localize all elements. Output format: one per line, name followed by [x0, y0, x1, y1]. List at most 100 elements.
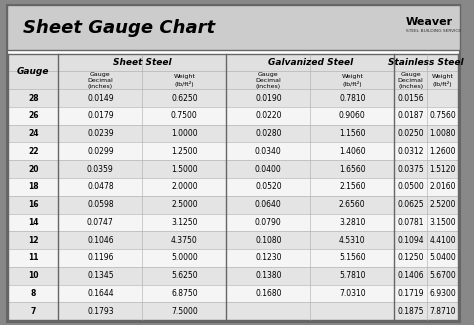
Text: 5.1560: 5.1560: [339, 254, 365, 263]
Text: 0.0179: 0.0179: [87, 111, 114, 120]
Text: 6.8750: 6.8750: [171, 289, 198, 298]
Text: 7.0310: 7.0310: [339, 289, 365, 298]
Text: 0.1875: 0.1875: [397, 307, 424, 316]
Text: 0.0359: 0.0359: [87, 164, 114, 174]
Text: 2.0000: 2.0000: [171, 182, 198, 191]
Text: 1.2500: 1.2500: [171, 147, 198, 156]
Text: 0.1080: 0.1080: [255, 236, 282, 245]
FancyBboxPatch shape: [9, 142, 458, 160]
Text: Stainless Steel: Stainless Steel: [389, 58, 464, 67]
Text: STEEL BUILDING SERVICE: STEEL BUILDING SERVICE: [406, 29, 461, 32]
FancyBboxPatch shape: [9, 196, 458, 214]
Text: 0.0478: 0.0478: [87, 182, 114, 191]
Text: 4.4100: 4.4100: [429, 236, 456, 245]
Text: 4.3750: 4.3750: [171, 236, 198, 245]
Text: 0.0747: 0.0747: [87, 218, 114, 227]
Text: 0.0280: 0.0280: [255, 129, 282, 138]
FancyBboxPatch shape: [9, 89, 458, 107]
Text: 18: 18: [28, 182, 39, 191]
Text: 0.0190: 0.0190: [255, 94, 282, 103]
Text: 0.0299: 0.0299: [87, 147, 114, 156]
Text: 0.0375: 0.0375: [397, 164, 424, 174]
FancyBboxPatch shape: [9, 125, 458, 142]
Text: 11: 11: [28, 254, 38, 263]
Text: 5.7810: 5.7810: [339, 271, 365, 280]
Text: 3.1250: 3.1250: [171, 218, 198, 227]
Text: Gauge: Gauge: [17, 67, 50, 76]
Text: 2.6560: 2.6560: [339, 200, 365, 209]
Text: 0.0187: 0.0187: [397, 111, 424, 120]
Text: 0.6250: 0.6250: [171, 94, 198, 103]
Text: 26: 26: [28, 111, 38, 120]
FancyBboxPatch shape: [9, 54, 458, 89]
Text: 0.0149: 0.0149: [87, 94, 114, 103]
FancyBboxPatch shape: [9, 160, 458, 178]
Text: 8: 8: [31, 289, 36, 298]
Text: 2.5000: 2.5000: [171, 200, 198, 209]
Text: 7.5000: 7.5000: [171, 307, 198, 316]
Text: 20: 20: [28, 164, 38, 174]
Text: 0.1094: 0.1094: [397, 236, 424, 245]
FancyBboxPatch shape: [7, 5, 460, 50]
FancyBboxPatch shape: [9, 267, 458, 285]
Text: 6.9300: 6.9300: [429, 289, 456, 298]
Text: 0.0250: 0.0250: [397, 129, 424, 138]
Text: Weaver: Weaver: [406, 17, 453, 27]
FancyBboxPatch shape: [9, 285, 458, 302]
Text: 7: 7: [31, 307, 36, 316]
Text: 0.0500: 0.0500: [397, 182, 424, 191]
Text: 0.0400: 0.0400: [255, 164, 282, 174]
Text: 1.0000: 1.0000: [171, 129, 198, 138]
FancyBboxPatch shape: [9, 231, 458, 249]
Text: 0.0781: 0.0781: [397, 218, 424, 227]
Text: 2.0160: 2.0160: [429, 182, 456, 191]
FancyBboxPatch shape: [9, 107, 458, 125]
Text: 1.1560: 1.1560: [339, 129, 365, 138]
Text: Sheet Steel: Sheet Steel: [113, 58, 172, 67]
Text: Gauge
Decimal
(inches): Gauge Decimal (inches): [255, 72, 281, 89]
Text: 0.7500: 0.7500: [171, 111, 198, 120]
Text: 0.0625: 0.0625: [397, 200, 424, 209]
Text: 10: 10: [28, 271, 38, 280]
Text: 7.8710: 7.8710: [429, 307, 456, 316]
Text: 0.9060: 0.9060: [339, 111, 365, 120]
Text: 0.1250: 0.1250: [397, 254, 424, 263]
Text: 5.0400: 5.0400: [429, 254, 456, 263]
FancyBboxPatch shape: [9, 214, 458, 231]
Text: 0.1793: 0.1793: [87, 307, 114, 316]
Text: 22: 22: [28, 147, 38, 156]
Text: 3.2810: 3.2810: [339, 218, 365, 227]
Text: 0.7560: 0.7560: [429, 111, 456, 120]
Text: 3.1500: 3.1500: [429, 218, 456, 227]
FancyBboxPatch shape: [7, 5, 460, 322]
Text: 0.0239: 0.0239: [87, 129, 114, 138]
Text: 4.5310: 4.5310: [339, 236, 365, 245]
Text: 24: 24: [28, 129, 38, 138]
FancyBboxPatch shape: [9, 302, 458, 320]
Text: 0.1230: 0.1230: [255, 254, 282, 263]
Text: 1.4060: 1.4060: [339, 147, 365, 156]
Text: Gauge
Decimal
(inches): Gauge Decimal (inches): [398, 72, 423, 89]
FancyBboxPatch shape: [9, 178, 458, 196]
Text: 12: 12: [28, 236, 38, 245]
Text: 0.0790: 0.0790: [255, 218, 282, 227]
Text: 0.0220: 0.0220: [255, 111, 282, 120]
Text: 2.5200: 2.5200: [429, 200, 456, 209]
Text: 28: 28: [28, 94, 39, 103]
Text: 14: 14: [28, 218, 38, 227]
Text: Sheet Gauge Chart: Sheet Gauge Chart: [23, 19, 216, 37]
Text: 0.0598: 0.0598: [87, 200, 114, 209]
Text: 5.6700: 5.6700: [429, 271, 456, 280]
Text: 2.1560: 2.1560: [339, 182, 365, 191]
Text: Galvanized Steel: Galvanized Steel: [268, 58, 353, 67]
Text: Weight
(lb/ft²): Weight (lb/ft²): [341, 74, 363, 86]
FancyBboxPatch shape: [9, 249, 458, 267]
Text: Gauge
Decimal
(inches): Gauge Decimal (inches): [87, 72, 113, 89]
Text: 5.6250: 5.6250: [171, 271, 198, 280]
Text: 5.0000: 5.0000: [171, 254, 198, 263]
Text: 0.1406: 0.1406: [397, 271, 424, 280]
Text: Weight
(lb/ft²): Weight (lb/ft²): [432, 74, 454, 86]
Text: 16: 16: [28, 200, 38, 209]
Text: Weight
(lb/ft²): Weight (lb/ft²): [173, 74, 195, 86]
Text: 1.5120: 1.5120: [429, 164, 456, 174]
